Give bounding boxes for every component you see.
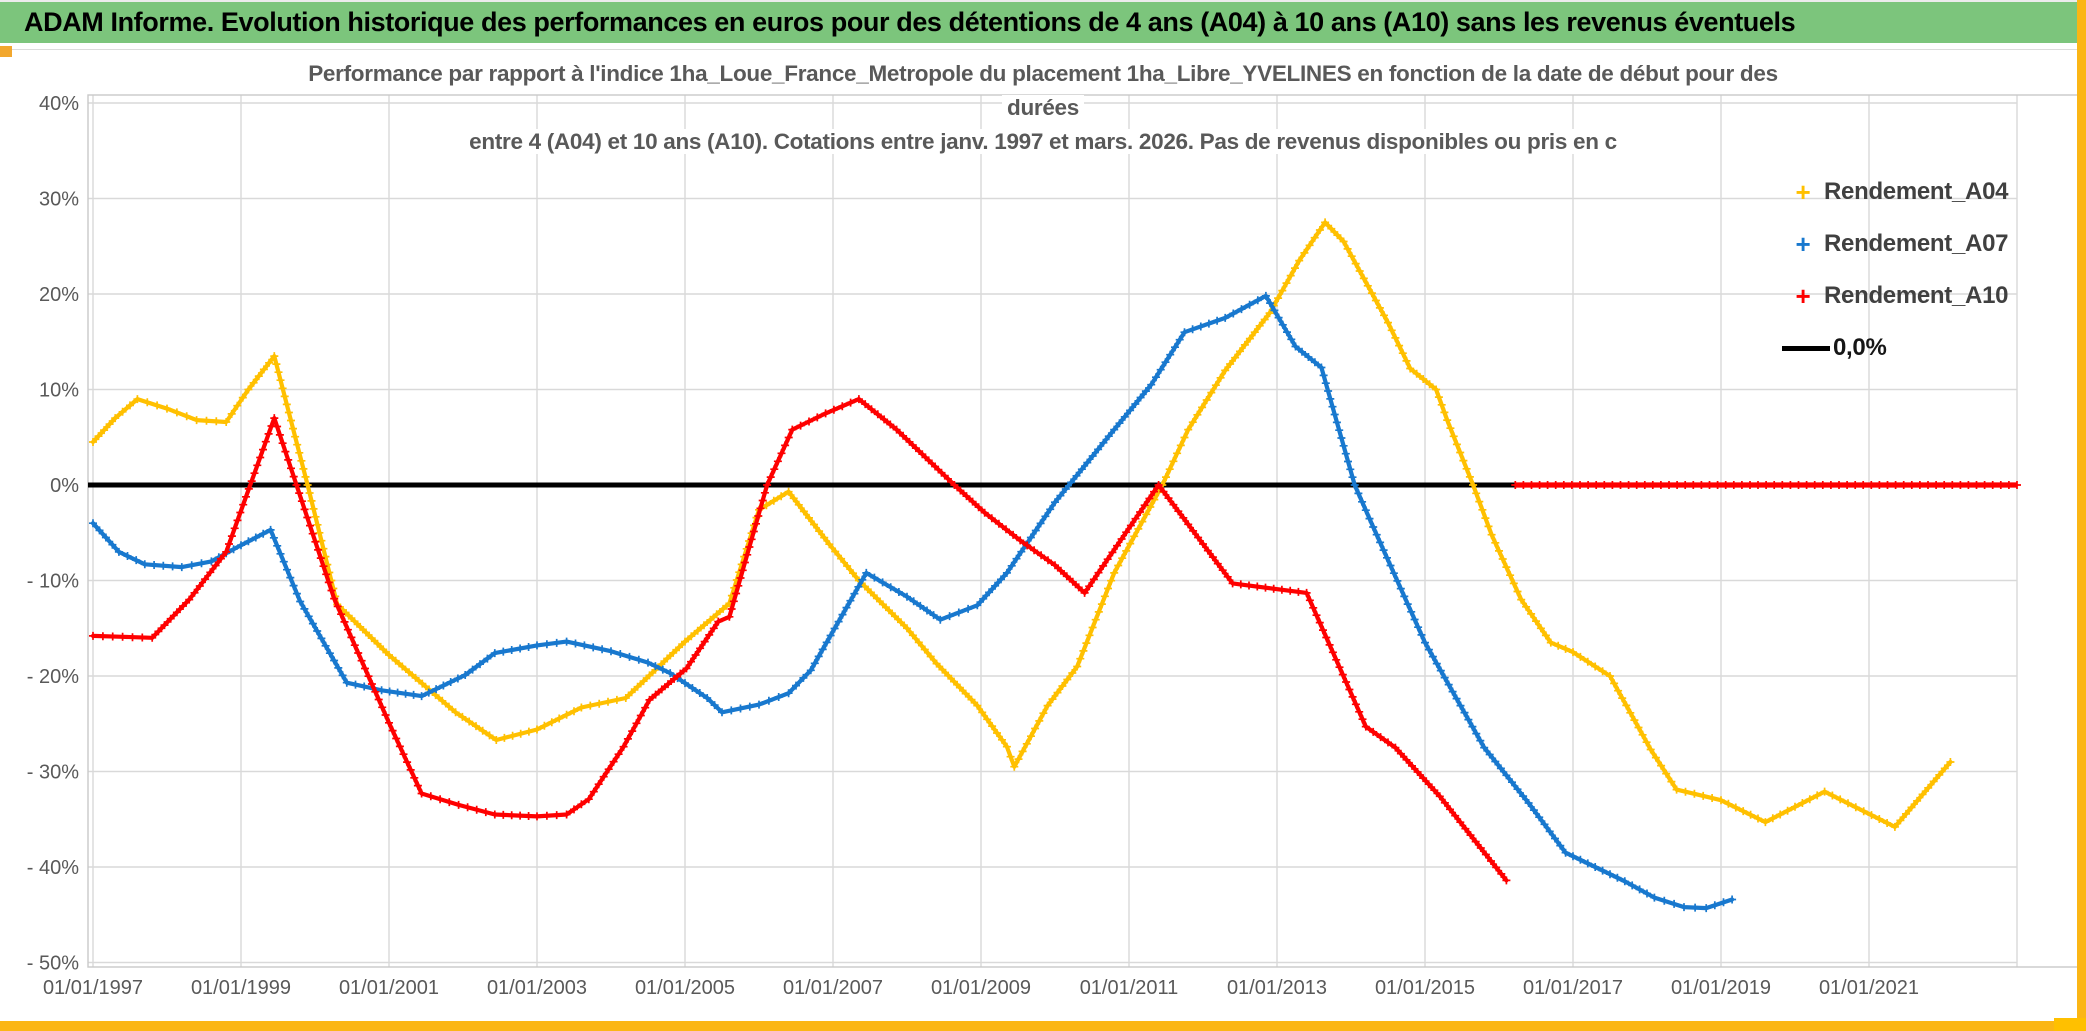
legend-label: Rendement_A10 [1824, 282, 2009, 309]
series-zero-extension-markers-Rendement_A10 [1511, 481, 2021, 489]
legend-label: Rendement_A04 [1824, 178, 2009, 205]
x-axis-tick-label[interactable]: 01/01/2017 [1523, 977, 1623, 999]
y-axis-tick-label[interactable]: 20% [39, 284, 79, 306]
chart-title-line-2: durées [143, 91, 1943, 125]
x-axis-tick-label[interactable]: 01/01/2015 [1375, 977, 1475, 999]
x-axis-tick-label[interactable]: 01/01/2011 [1080, 977, 1179, 999]
x-axis-tick-label[interactable]: 01/01/2013 [1227, 977, 1327, 999]
zero-line-swatch-icon [1782, 345, 1830, 351]
legend-item-rendement-a04[interactable]: + Rendement_A04 [1782, 166, 2009, 218]
header-separator [0, 49, 2086, 50]
y-axis-tick-label[interactable]: - 20% [27, 666, 79, 688]
y-axis-tick-label[interactable]: - 40% [27, 857, 79, 879]
x-axis-tick-label[interactable]: 01/01/2019 [1671, 977, 1771, 999]
y-axis-tick-label[interactable]: - 30% [27, 762, 79, 784]
y-axis-tick-label[interactable]: 40% [39, 93, 79, 115]
title-bar: ADAM Informe. Evolution historique des p… [0, 0, 2078, 43]
x-axis-tick-label[interactable]: 01/01/1997 [43, 977, 143, 999]
y-axis-tick-label[interactable]: - 50% [27, 953, 79, 975]
legend-label: Rendement_A07 [1824, 230, 2009, 257]
x-axis-tick-label[interactable]: 01/01/2021 [1819, 977, 1919, 999]
x-axis-tick-label[interactable]: 01/01/2005 [635, 977, 735, 999]
plus-marker-icon: + [1795, 176, 1811, 207]
gold-frame-right [2077, 0, 2086, 1031]
legend-item-rendement-a10[interactable]: + Rendement_A10 [1782, 270, 2009, 322]
y-axis-tick-label[interactable]: 0% [50, 475, 79, 497]
y-axis-tick-label[interactable]: - 10% [27, 571, 79, 593]
y-axis-tick-label[interactable]: 10% [39, 380, 79, 402]
plus-marker-icon: + [1795, 280, 1811, 311]
plus-marker-icon: + [1795, 228, 1811, 259]
legend-label: 0,0% [1833, 334, 1887, 361]
plot-area-border[interactable] [87, 94, 2079, 968]
page-title: ADAM Informe. Evolution historique des p… [24, 7, 1796, 37]
y-axis-tick-label[interactable]: 30% [39, 189, 79, 211]
chart-title-line-1: Performance par rapport à l'indice 1ha_L… [143, 57, 1943, 91]
chart-title: Performance par rapport à l'indice 1ha_L… [143, 57, 1943, 159]
header-gap [0, 43, 2078, 49]
x-axis-tick-label[interactable]: 01/01/2007 [783, 977, 883, 999]
chart-title-line-3: entre 4 (A04) et 10 ans (A10). Cotations… [143, 125, 1943, 159]
x-axis-tick-label[interactable]: 01/01/2003 [487, 977, 587, 999]
x-axis-tick-label[interactable]: 01/01/1999 [191, 977, 291, 999]
legend-item-rendement-a07[interactable]: + Rendement_A07 [1782, 218, 2009, 270]
series-line-Rendement_A04[interactable] [90, 220, 1953, 829]
x-axis-tick-label[interactable]: 01/01/2001 [339, 977, 439, 999]
gold-frame-bottom [0, 1021, 2086, 1031]
legend-item-zero-line[interactable]: 0,0% [1782, 322, 2008, 374]
gold-frame-topleft [0, 46, 12, 57]
series-markers-Rendement_A04 [89, 218, 1955, 831]
series-markers-Rendement_A07 [89, 291, 1737, 913]
legend: + Rendement_A04 + Rendement_A07 + Rendem… [1782, 166, 2008, 374]
series-markers-Rendement_A10 [89, 395, 1511, 885]
gold-frame-bottomright [2054, 1018, 2086, 1031]
x-axis-tick-label[interactable]: 01/01/2009 [931, 977, 1031, 999]
